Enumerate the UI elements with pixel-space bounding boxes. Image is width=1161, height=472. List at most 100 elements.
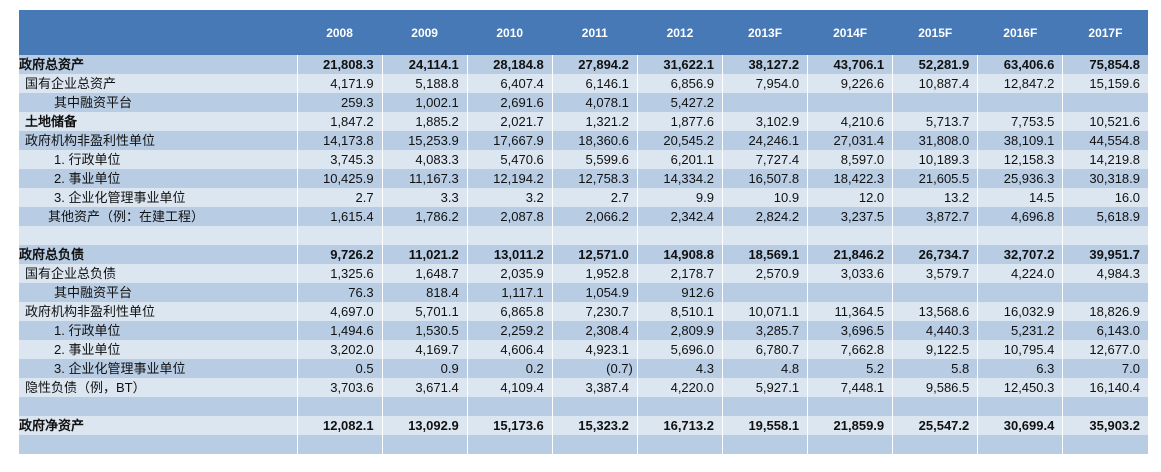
value-cell: 10,071.1 [721,302,808,321]
row-label: 政府机构非盈利性单位 [19,302,297,321]
value-cell: 6,407.4 [466,74,553,93]
value-cell: 0.9 [381,359,468,378]
table-row: 政府机构非盈利性单位 4,697.0 5,701.1 6,865.8 7,230.7 8,… [19,302,1148,321]
value-cell: 818.4 [381,283,468,302]
value-cell: 10,189.3 [892,150,978,169]
table-row: 其中融资平台 259.3 1,002.1 2,691.6 4,078.1 5,427.2 [19,93,1148,112]
value-cell: 0.5 [296,359,383,378]
value-cell: 4.8 [721,359,808,378]
value-cell: 6,865.8 [466,302,553,321]
value-cell: 16.0 [1062,188,1148,207]
value-cell: 6,856.9 [636,74,723,93]
value-cell: 6,201.1 [636,150,723,169]
value-cell: 2,308.4 [551,321,638,340]
value-cell: 3,237.5 [807,207,893,226]
header-label-cell [19,10,297,55]
value-cell: 4,696.8 [977,207,1063,226]
row-label [19,226,297,245]
row-label: 1. 行政单位 [19,321,297,340]
value-cell: 1,648.7 [381,264,468,283]
value-cell: 5.2 [807,359,893,378]
value-cell: 4,078.1 [551,93,638,112]
value-cell: 63,406.6 [977,55,1063,74]
value-cell: 5,701.1 [381,302,468,321]
value-cell: 10,887.4 [892,74,978,93]
value-cell: 9,226.6 [807,74,893,93]
government-balance-sheet-table: 2008 2009 2010 2011 2012 2013F 2014F 2015F 2016F… [19,10,1148,454]
value-cell: 14,173.8 [296,131,383,150]
value-cell [381,435,468,454]
value-cell: 12,194.2 [466,169,553,188]
value-cell: 7,727.4 [721,150,808,169]
row-label: 1. 行政单位 [19,150,297,169]
value-cell: 43,706.1 [807,55,893,74]
row-label: 国有企业总资产 [19,74,297,93]
value-cell: 12,677.0 [1062,340,1148,359]
value-cell [551,435,638,454]
value-cell [892,397,978,416]
value-cell: 11,167.3 [381,169,468,188]
value-cell: 32,707.2 [977,245,1063,264]
value-cell: 11,364.5 [807,302,893,321]
value-cell: 13.2 [892,188,978,207]
value-cell: 1,117.1 [466,283,553,302]
value-cell: 2,087.8 [466,207,553,226]
row-label: 国有企业总负债 [19,264,297,283]
value-cell: 10.9 [721,188,808,207]
year-header: 2011 [552,10,638,55]
value-cell [1062,226,1148,245]
value-cell: 6.3 [977,359,1063,378]
value-cell: 0.2 [466,359,553,378]
row-label: 政府机构非盈利性单位 [19,131,297,150]
value-cell: 15,173.6 [466,416,553,435]
value-cell: 1,877.6 [636,112,723,131]
year-header: 2014F [807,10,893,55]
value-cell: 2,259.2 [466,321,553,340]
value-cell: 12,847.2 [977,74,1063,93]
value-cell: 39,951.7 [1062,245,1148,264]
value-cell: 6,780.7 [721,340,808,359]
value-cell [1062,397,1148,416]
row-label [19,397,297,416]
value-cell: 8,510.1 [636,302,723,321]
value-cell: 4,171.9 [296,74,383,93]
value-cell: 4,984.3 [1062,264,1148,283]
year-header: 2012 [637,10,723,55]
value-cell: 18,422.3 [807,169,893,188]
value-cell: 11,021.2 [381,245,468,264]
value-cell: 5,618.9 [1062,207,1148,226]
value-cell: 3,102.9 [721,112,808,131]
value-cell: 44,554.8 [1062,131,1148,150]
value-cell [296,397,383,416]
value-cell: 14,219.8 [1062,150,1148,169]
value-cell: 27,894.2 [551,55,638,74]
table-row: 2. 事业单位 3,202.0 4,169.7 4,606.4 4,923.1 5,696… [19,340,1148,359]
row-label: 3. 企业化管理事业单位 [19,359,297,378]
value-cell: 15,253.9 [381,131,468,150]
value-cell: 38,127.2 [721,55,808,74]
value-cell [636,435,723,454]
value-cell: 7,448.1 [807,378,893,397]
value-cell: 7,954.0 [721,74,808,93]
value-cell: 3,745.3 [296,150,383,169]
value-cell [1062,93,1148,112]
value-cell: 3,387.4 [551,378,638,397]
value-cell: 1,321.2 [551,112,638,131]
value-cell: 15,159.6 [1062,74,1148,93]
value-cell: 35,903.2 [1062,416,1148,435]
value-cell [977,397,1063,416]
value-cell: 9,726.2 [296,245,383,264]
value-cell: 12,082.1 [296,416,383,435]
value-cell: 2,178.7 [636,264,723,283]
value-cell: 1,002.1 [381,93,468,112]
value-cell: 38,109.1 [977,131,1063,150]
value-cell [636,226,723,245]
row-label: 3. 企业化管理事业单位 [19,188,297,207]
value-cell: 13,568.6 [892,302,978,321]
value-cell: 52,281.9 [892,55,978,74]
value-cell [807,397,893,416]
value-cell: 2,691.6 [466,93,553,112]
value-cell: 14,334.2 [636,169,723,188]
row-label: 政府总资产 [19,55,297,74]
value-cell: 21,846.2 [807,245,893,264]
